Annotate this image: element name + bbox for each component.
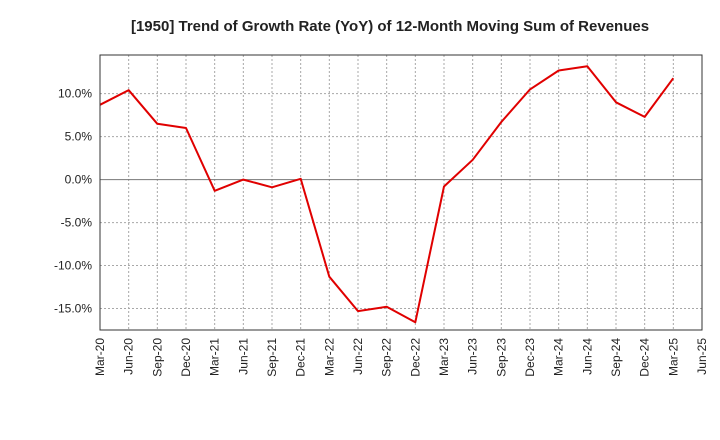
x-tick-label: Sep-22 [380, 338, 394, 377]
y-tick-label: -10.0% [54, 259, 92, 273]
x-tick-label: Mar-25 [666, 338, 680, 376]
x-tick-label: Dec-22 [408, 338, 422, 377]
y-tick-label: -15.0% [54, 302, 92, 316]
chart-title: [1950] Trend of Growth Rate (YoY) of 12-… [131, 18, 649, 35]
x-tick-label: Mar-20 [93, 338, 107, 376]
series-layer [99, 65, 675, 324]
x-axis: Mar-20 Jun-20 Sep-20 Dec-20 Mar-21 Jun-21 Sep-… [93, 338, 709, 377]
x-tick-label: Jun-24 [580, 338, 594, 375]
x-tick-label: Jun-23 [466, 338, 480, 375]
x-tick-label: Mar-24 [552, 338, 566, 376]
x-tick-label: Jun-20 [122, 338, 136, 375]
x-tick-label: Sep-20 [150, 338, 164, 377]
y-axis: 10.0% 5.0% 0.0% -5.0% -10.0% -15.0% [54, 87, 92, 316]
x-tick-label: Mar-23 [437, 338, 451, 376]
x-tick-label: Dec-21 [294, 338, 308, 377]
x-tick-label: Sep-21 [265, 338, 279, 377]
x-tick-label: Dec-20 [179, 338, 193, 377]
x-tick-label: Dec-24 [638, 338, 652, 377]
y-tick-label: 5.0% [65, 130, 93, 144]
x-tick-label: Mar-21 [208, 338, 222, 376]
x-tick-label: Jun-22 [351, 338, 365, 375]
x-tick-label: Jun-25 [695, 338, 709, 375]
x-tick-label: Dec-23 [523, 338, 537, 377]
y-tick-label: 0.0% [65, 173, 93, 187]
x-tick-label: Sep-24 [609, 338, 623, 377]
y-tick-label: -5.0% [61, 216, 93, 230]
grid [100, 55, 702, 330]
y-tick-label: 10.0% [58, 87, 92, 101]
x-tick-label: Sep-23 [494, 338, 508, 377]
x-tick-label: Mar-22 [322, 338, 336, 376]
series-line [99, 65, 675, 324]
plot-frame [99, 54, 703, 331]
x-tick-label: Jun-21 [236, 338, 250, 375]
